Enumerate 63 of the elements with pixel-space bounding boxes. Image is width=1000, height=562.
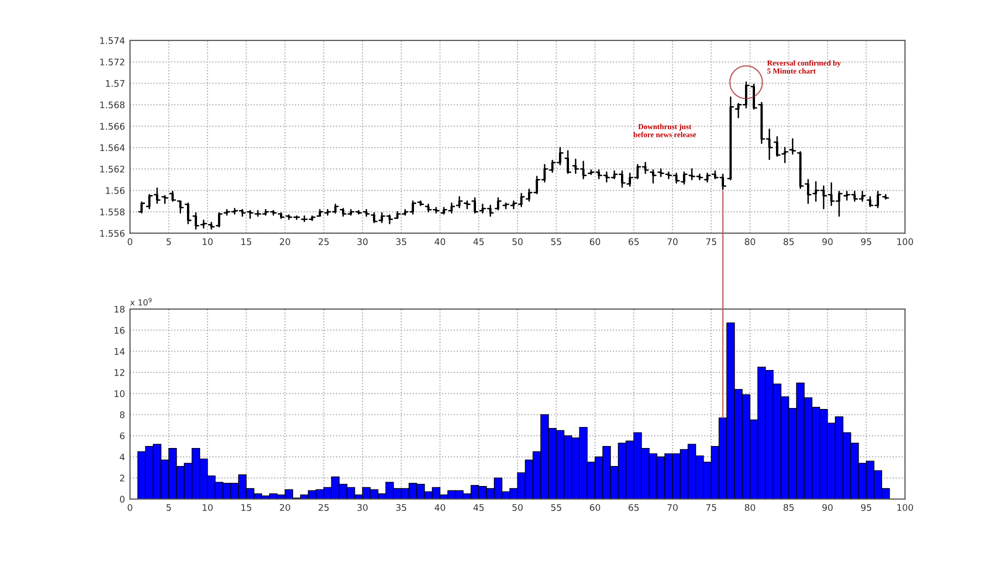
y-tick-label: 8 [120,411,125,418]
x-tick-label: 85 [784,504,794,511]
x-tick-label: 40 [434,504,446,511]
x-tick-label: 80 [744,238,756,246]
x-tick-label: 30 [357,504,368,511]
x-tick-label: 70 [667,504,678,511]
x-tick-label: 70 [667,238,678,246]
x-tick-label: 100 [897,504,914,511]
x-tick-label: 10 [202,504,213,511]
x-tick-label: 20 [280,238,290,246]
x-tick-label: 60 [590,504,600,511]
y-tick-label: 12 [114,369,124,376]
x-tick-label: 50 [512,238,523,246]
y-tick-label: 14 [114,348,125,355]
x-tick-label: 10 [202,238,213,246]
y-tick-label: 4 [120,454,125,460]
y-tick-label: 1.564 [100,144,125,152]
x-tick-label: 85 [784,238,794,246]
x-tick-label: 55 [551,238,562,246]
x-tick-label: 5 [166,504,171,511]
text: x 10$^{9}$ [130,298,152,306]
x-tick-label: 45 [473,238,484,246]
y-tick-label: 1.57 [106,80,124,87]
x-tick-label: 0 [128,238,132,246]
x-tick-label: 0 [128,504,132,511]
x-tick-label: 65 [628,238,639,246]
y-tick-label: 1.56 [106,187,125,194]
x-tick-label: 90 [822,504,833,511]
y-tick-label: 1.568 [100,101,125,108]
x-tick-label: 75 [706,238,716,246]
y-tick-label: 1.558 [100,208,125,216]
y-tick-label: 2 [120,474,124,482]
x-tick-label: 35 [396,238,406,246]
x-tick-label: 80 [744,504,756,511]
x-tick-label: 40 [434,238,446,246]
x-tick-label: 95 [861,504,872,511]
x-tick-label: 30 [357,238,368,246]
x-tick-label: 5 [166,238,171,246]
x-tick-label: 100 [897,238,914,246]
y-tick-label: 1.572 [100,58,124,66]
x-tick-label: 60 [590,238,600,246]
x-tick-label: 75 [706,504,716,511]
y-tick-label: 18 [114,306,125,313]
x-tick-label: 35 [396,504,406,511]
x-tick-label: 25 [318,238,329,246]
x-tick-label: 90 [822,238,833,246]
y-tick-label: 10 [114,390,125,398]
x-tick-label: 25 [318,504,329,511]
y-tick-label: 16 [114,326,125,334]
y-tick-label: 0 [120,496,125,503]
x-tick-label: 50 [512,504,523,511]
y-tick-label: 1.566 [100,122,125,130]
x-tick-label: 65 [628,504,639,511]
x-tick-label: 20 [280,504,290,511]
y-tick-label: 1.562 [100,166,124,173]
x-tick-label: 15 [242,504,252,511]
y-tick-label: 1.556 [100,230,125,237]
y-tick-label: 6 [120,432,125,440]
y-tick-label: 1.574 [100,37,125,44]
x-tick-label: 55 [551,504,562,511]
x-tick-label: 95 [861,238,872,246]
x-tick-label: 45 [473,504,484,511]
x-tick-label: 15 [242,238,252,246]
